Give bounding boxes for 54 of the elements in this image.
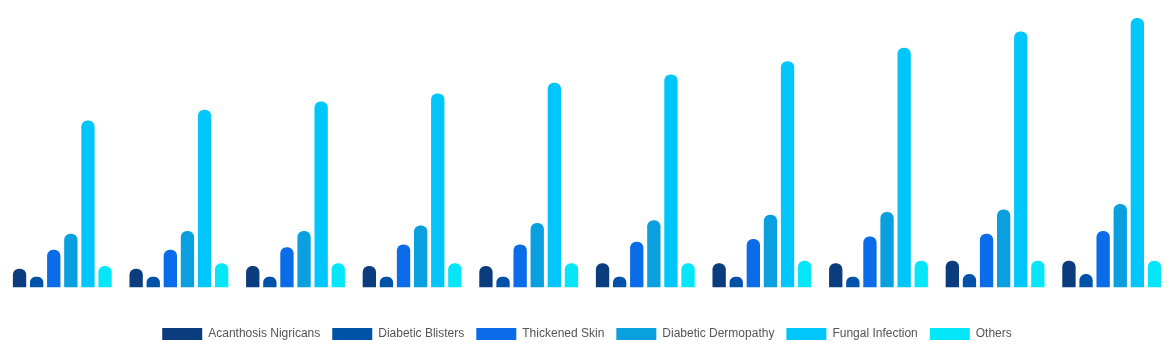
bar <box>362 266 377 288</box>
bar <box>897 47 911 288</box>
bar <box>47 249 61 288</box>
bar <box>829 263 843 288</box>
legend-label: Acanthosis Nigricans <box>208 326 321 341</box>
bar <box>1113 204 1127 288</box>
bar <box>712 263 726 288</box>
bar <box>64 233 78 288</box>
bar <box>1130 18 1145 288</box>
bar <box>914 260 928 288</box>
bar <box>1062 260 1076 288</box>
legend-label: Diabetic Blisters <box>378 326 465 341</box>
bar <box>163 249 178 288</box>
bar <box>180 230 195 288</box>
bar <box>197 109 212 288</box>
bar <box>479 266 493 288</box>
bar <box>863 236 877 288</box>
legend-label: Thickened Skin <box>522 326 605 341</box>
bar <box>880 212 894 288</box>
bar <box>98 266 112 288</box>
bar <box>763 214 778 288</box>
bar <box>664 74 678 288</box>
bar <box>630 241 644 288</box>
bar <box>681 263 695 288</box>
bar <box>413 225 428 288</box>
bar <box>81 120 95 288</box>
bar <box>396 244 411 288</box>
bar <box>431 93 445 288</box>
bar <box>564 263 579 288</box>
bar <box>1031 260 1045 288</box>
bar <box>979 233 994 288</box>
bar <box>280 247 294 288</box>
bar <box>1147 260 1162 288</box>
bar <box>647 220 661 288</box>
bar <box>214 263 229 288</box>
bar <box>996 209 1011 288</box>
bar <box>1014 31 1028 288</box>
bar <box>246 266 260 288</box>
bar <box>314 101 328 288</box>
bar <box>547 82 562 288</box>
bar <box>780 61 795 288</box>
bar <box>595 263 610 288</box>
bar <box>797 260 812 288</box>
legend-label: Others <box>975 326 1012 341</box>
bar <box>746 239 761 288</box>
legend-label: Diabetic Dermopathy <box>662 326 775 341</box>
bar <box>331 263 345 288</box>
bar <box>530 222 544 288</box>
bar <box>448 263 462 288</box>
bar <box>297 230 311 288</box>
legend-label: Fungal Infection <box>832 326 918 341</box>
bar <box>945 260 960 288</box>
bar <box>1096 230 1110 288</box>
bar <box>513 244 527 288</box>
